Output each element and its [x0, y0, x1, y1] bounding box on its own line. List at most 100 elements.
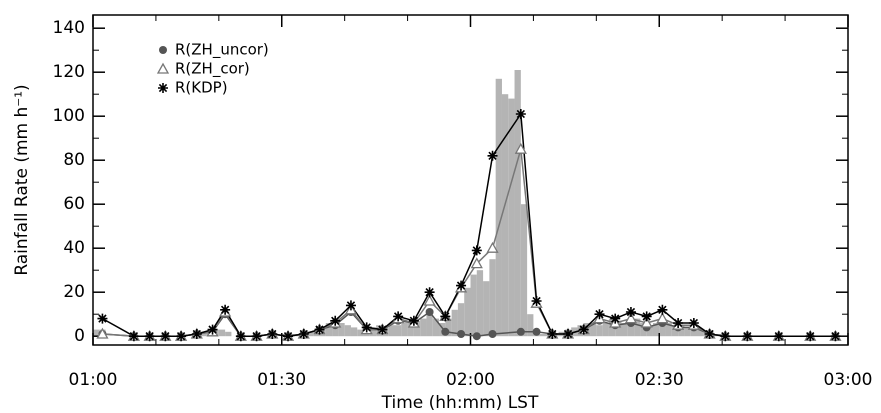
- marker-asterisk: [220, 304, 231, 315]
- marker-asterisk: [393, 311, 404, 322]
- marker-triangle: [486, 241, 499, 253]
- marker-asterisk: [487, 150, 498, 161]
- x-tick-label: 02:00: [446, 370, 495, 390]
- gauge-bar: [338, 323, 345, 337]
- y-tick-label: 0: [74, 326, 85, 346]
- gauge-bar: [476, 270, 484, 337]
- marker-triangle: [514, 142, 527, 154]
- gauge-bar: [678, 325, 685, 337]
- marker-triangle: [156, 62, 170, 74]
- marker-asterisk: [742, 331, 753, 342]
- marker-asterisk: [471, 245, 482, 256]
- legend-label: R(ZH_cor): [175, 60, 250, 79]
- marker-asterisk: [830, 331, 841, 342]
- gauge-bar: [388, 325, 395, 337]
- y-tick-label: 80: [63, 150, 85, 170]
- y-tick-label: 100: [53, 106, 85, 126]
- marker-asterisk: [773, 331, 784, 342]
- x-tick-label: 01:30: [257, 370, 306, 390]
- marker-asterisk: [361, 322, 372, 333]
- gauge-bar: [590, 323, 597, 337]
- marker-asterisk: [531, 296, 542, 306]
- y-tick-label: 120: [53, 62, 85, 82]
- x-tick-label: 02:30: [635, 370, 684, 390]
- gauge-bar: [325, 323, 333, 337]
- y-tick-label: 140: [53, 18, 85, 38]
- marker-circle: [441, 327, 450, 336]
- marker-asterisk: [688, 318, 699, 328]
- marker-asterisk: [408, 315, 419, 326]
- gauge-bar: [445, 318, 452, 337]
- gauge-bar: [539, 334, 546, 337]
- legend-label: R(KDP): [175, 79, 228, 97]
- marker-asterisk: [657, 304, 668, 315]
- marker-asterisk: [345, 300, 356, 311]
- x-axis-label: Time (hh:mm) LST: [381, 393, 539, 413]
- marker-asterisk: [298, 329, 309, 339]
- marker-triangle: [640, 316, 653, 328]
- marker-asterisk: [377, 324, 388, 335]
- gauge-bar: [520, 204, 528, 337]
- marker-asterisk: [144, 331, 155, 342]
- gauge-bar: [508, 98, 515, 337]
- marker-asterisk: [547, 329, 558, 339]
- marker-asterisk: [128, 331, 139, 342]
- marker-asterisk: [610, 313, 621, 324]
- y-tick-label: 20: [63, 282, 85, 302]
- gauge-bar: [665, 323, 672, 337]
- marker-asterisk: [456, 280, 467, 291]
- marker-triangle: [423, 294, 436, 306]
- gauge-bar: [483, 281, 490, 337]
- marker-circle: [472, 332, 481, 341]
- marker-triangle: [656, 312, 669, 324]
- marker-asterisk: [594, 309, 605, 320]
- marker-asterisk: [625, 307, 636, 317]
- marker-triangle: [96, 327, 109, 339]
- gauge-bar: [426, 309, 433, 337]
- gauge-bar: [501, 94, 509, 337]
- marker-triangle: [470, 257, 483, 269]
- gauge-bar: [420, 318, 427, 337]
- x-tick-label: 01:00: [69, 370, 118, 390]
- gauge-bar: [697, 329, 704, 337]
- marker-circle: [425, 308, 434, 316]
- marker-asterisk: [314, 324, 325, 335]
- marker-asterisk: [283, 331, 294, 342]
- y-tick-label: 40: [63, 238, 85, 258]
- marker-asterisk: [251, 331, 262, 342]
- marker-circle: [457, 330, 466, 338]
- x-tick-label: 03:00: [824, 370, 873, 390]
- marker-asterisk: [515, 109, 526, 119]
- marker-triangle: [624, 312, 638, 324]
- marker-asterisk: [235, 331, 246, 342]
- y-tick-label: 60: [63, 194, 85, 214]
- marker-asterisk: [330, 315, 341, 326]
- gauge-bar: [344, 325, 351, 337]
- gauge-bar: [218, 329, 226, 337]
- gauge-bar: [464, 287, 471, 337]
- gauge-bar: [634, 318, 641, 337]
- marker-asterisk: [97, 313, 108, 324]
- gauge-bar: [602, 323, 609, 337]
- marker-asterisk: [440, 311, 451, 322]
- marker-asterisk: [805, 331, 816, 342]
- marker-circle: [516, 327, 525, 336]
- gauge-bar: [401, 323, 408, 337]
- marker-asterisk: [673, 318, 684, 328]
- gauge-bar: [514, 70, 521, 337]
- gauge-bar: [470, 274, 477, 337]
- gauge-bar: [659, 320, 666, 337]
- marker-asterisk: [563, 329, 574, 339]
- gauge-bar: [225, 331, 232, 337]
- gauge-bar: [627, 320, 635, 337]
- gauge-bar: [615, 320, 622, 337]
- marker-asterisk: [191, 329, 202, 339]
- gauge-bar: [357, 329, 364, 337]
- marker-asterisk: [424, 287, 435, 298]
- marker-asterisk: [158, 83, 168, 93]
- marker-circle: [159, 46, 167, 54]
- marker-asterisk: [704, 329, 715, 339]
- gauge-bar: [690, 327, 697, 337]
- marker-asterisk: [207, 324, 218, 335]
- gauge-bar: [621, 323, 628, 337]
